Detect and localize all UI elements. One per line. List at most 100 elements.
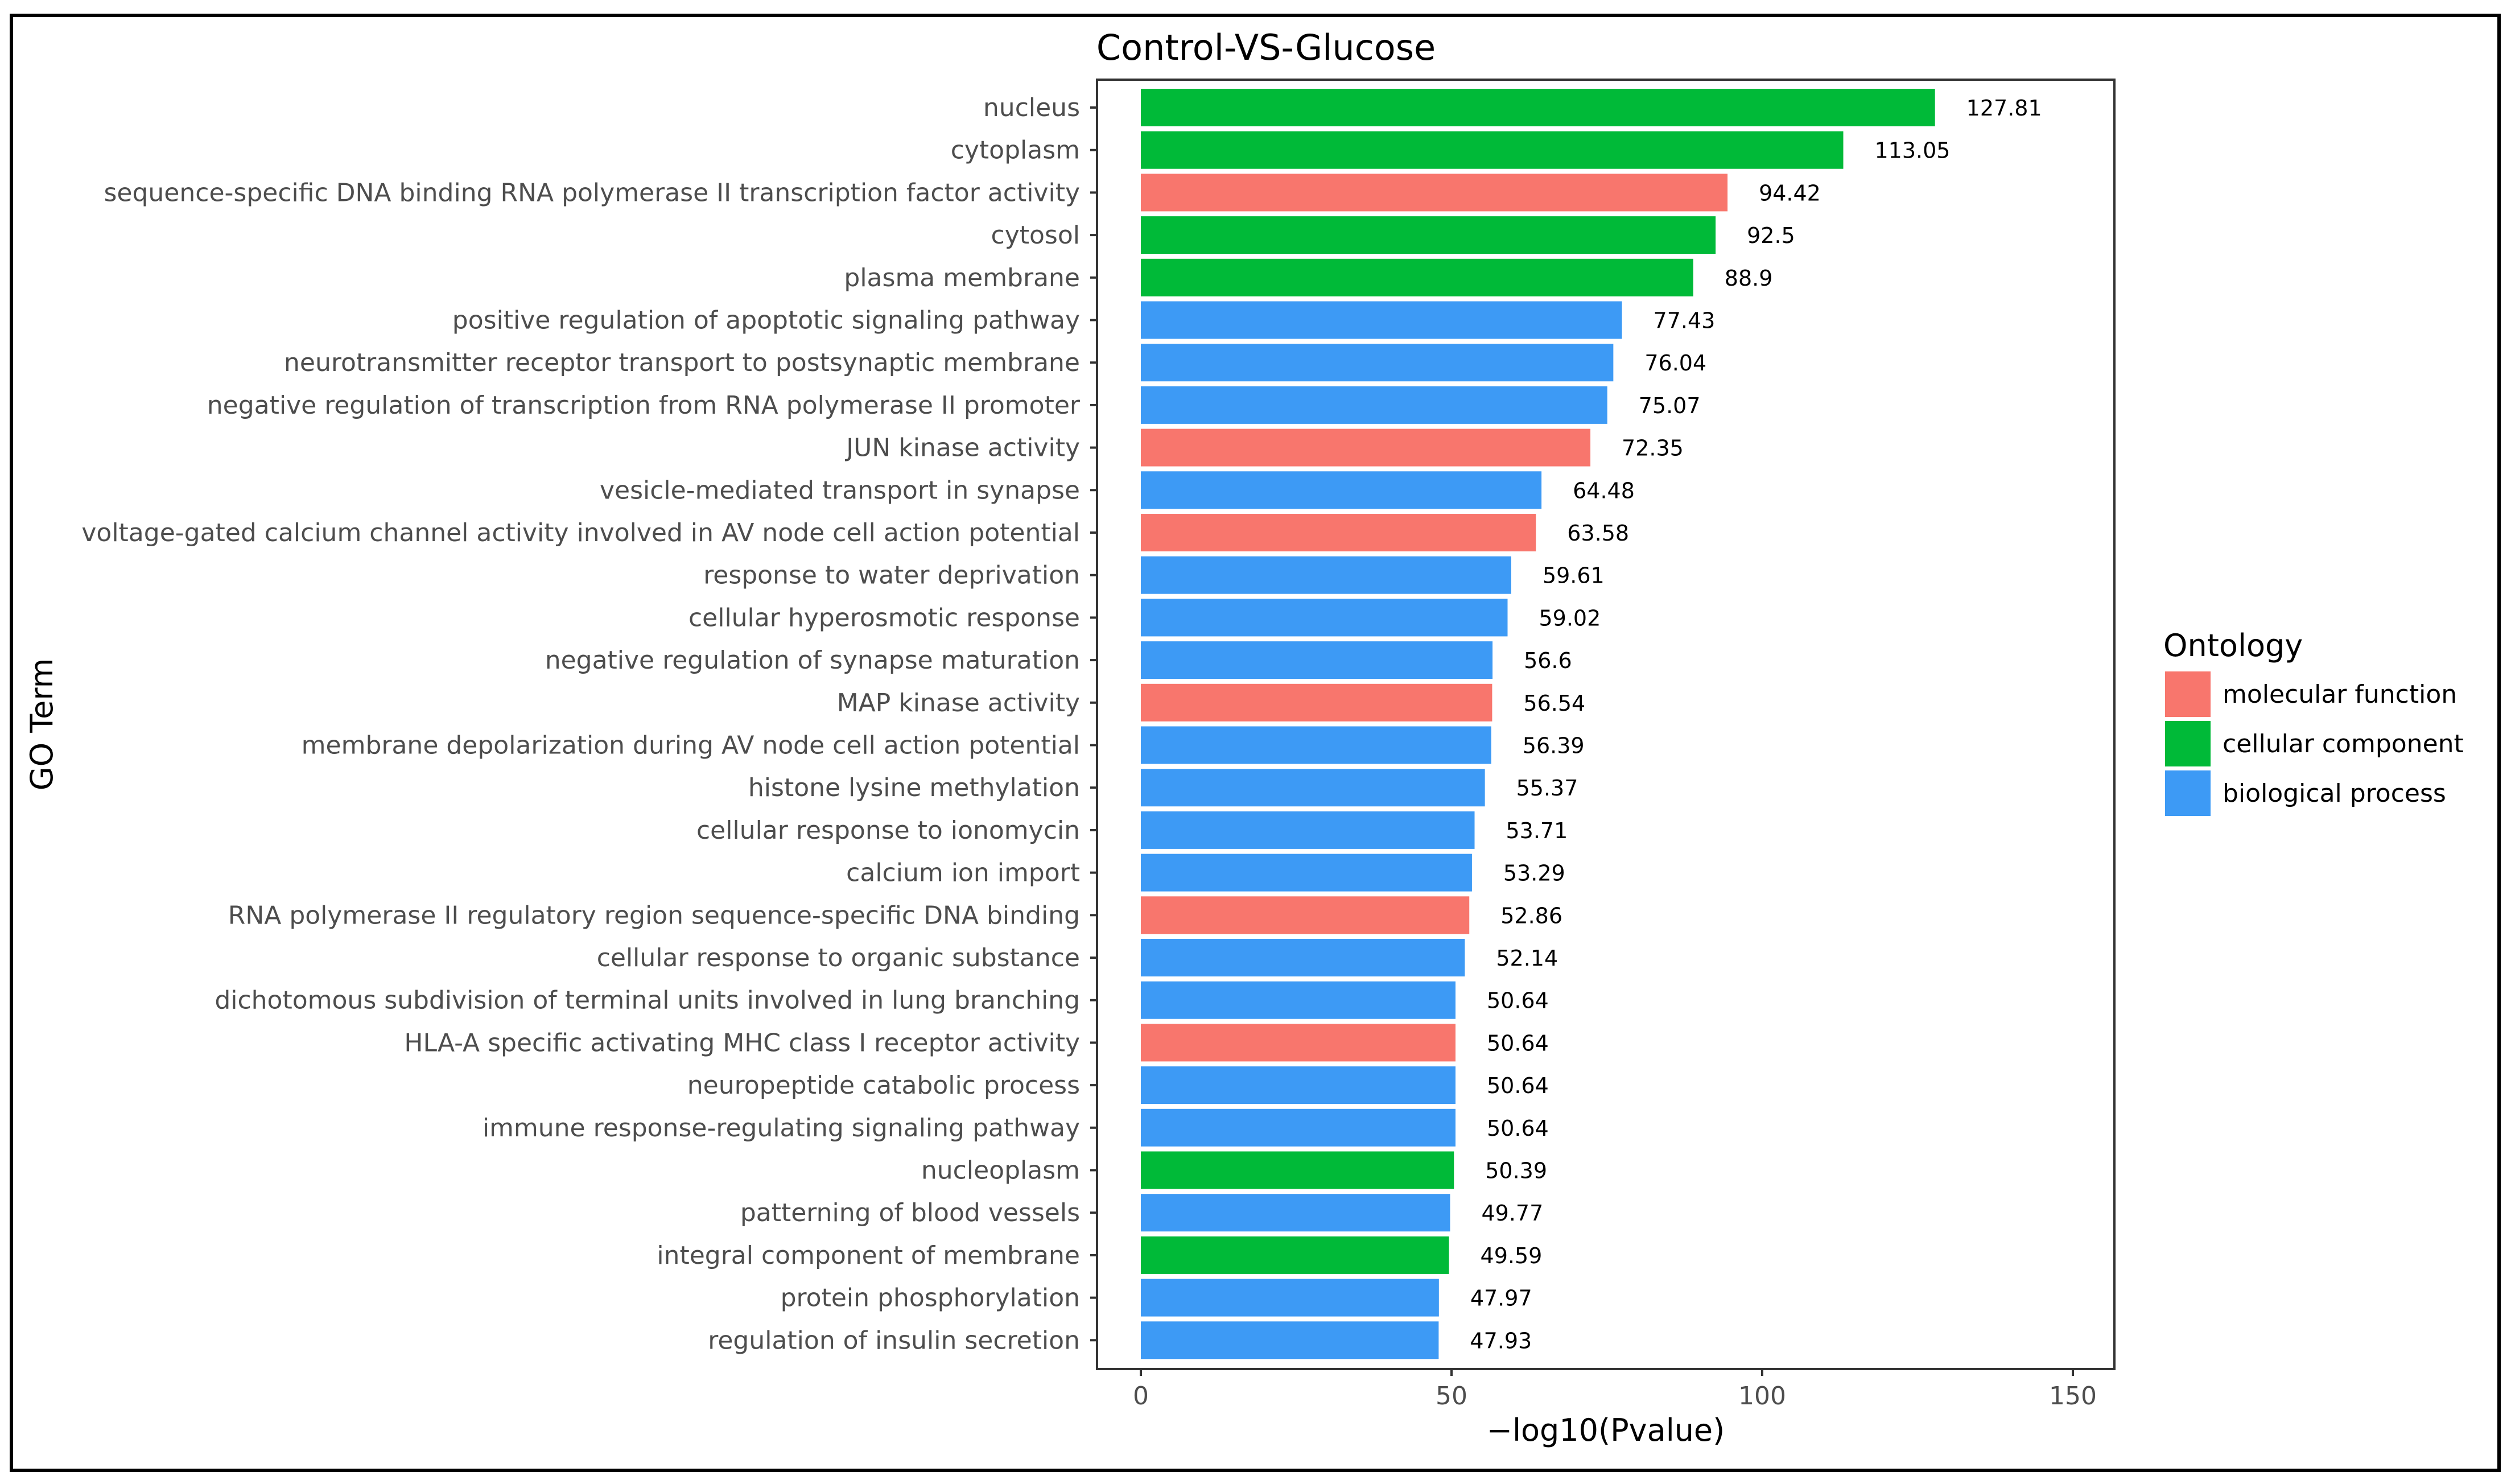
value-label: 59.61 <box>1543 563 1605 588</box>
value-label: 63.58 <box>1567 521 1629 546</box>
value-label: 49.77 <box>1481 1201 1543 1226</box>
bar <box>1141 1066 1456 1104</box>
bar <box>1141 386 1607 424</box>
chart-title: Control-VS-Glucose <box>1096 27 1436 68</box>
category-label: JUN kinase activity <box>844 434 1080 463</box>
category-label: negative regulation of transcription fro… <box>207 391 1081 420</box>
bar <box>1141 641 1493 679</box>
bar <box>1141 301 1622 339</box>
value-label: 88.9 <box>1725 266 1773 291</box>
category-label: integral component of membrane <box>657 1241 1080 1270</box>
value-label: 50.39 <box>1485 1159 1547 1184</box>
legend-entries: molecular function cellular component biol… <box>2165 671 2464 816</box>
value-label: 113.05 <box>1875 138 1951 163</box>
bar <box>1141 1194 1450 1232</box>
category-label: cytosol <box>991 221 1080 250</box>
category-label: negative regulation of synapse maturatio… <box>545 646 1080 675</box>
x-tick-label: 0 <box>1133 1382 1149 1411</box>
bar <box>1141 89 1935 126</box>
bar <box>1141 1151 1454 1189</box>
value-label: 64.48 <box>1573 478 1635 503</box>
value-label: 50.64 <box>1487 1030 1549 1056</box>
bar <box>1141 1321 1439 1359</box>
value-label: 56.6 <box>1524 648 1572 673</box>
category-label: plasma membrane <box>844 263 1080 292</box>
bar <box>1141 131 1844 169</box>
bar <box>1141 599 1508 637</box>
category-label: cellular hyperosmotic response <box>688 603 1080 632</box>
value-labels: 127.81 113.05 94.42 92.5 88.9 77.43 76.04 75.07… <box>1470 96 2042 1353</box>
bar <box>1141 428 1591 467</box>
category-label: nucleoplasm <box>921 1156 1080 1185</box>
value-label: 47.93 <box>1470 1328 1532 1353</box>
bar <box>1141 216 1716 254</box>
value-label: 59.02 <box>1539 605 1601 630</box>
bar <box>1141 514 1536 551</box>
bar <box>1141 1108 1456 1147</box>
value-label: 53.29 <box>1503 861 1565 886</box>
value-label: 52.86 <box>1500 903 1562 928</box>
category-label: positive regulation of apoptotic signali… <box>452 306 1080 335</box>
bar <box>1141 939 1465 976</box>
value-label: 75.07 <box>1639 393 1701 418</box>
category-label: cellular response to ionomycin <box>696 816 1080 845</box>
bar <box>1141 896 1470 934</box>
bar <box>1141 471 1542 509</box>
category-label: vesicle-mediated transport in synapse <box>600 476 1080 505</box>
bar <box>1141 174 1728 212</box>
value-label: 56.54 <box>1523 691 1585 716</box>
value-label: 47.97 <box>1470 1286 1532 1311</box>
bar <box>1141 726 1491 764</box>
value-label: 50.64 <box>1487 988 1549 1013</box>
category-label: histone lysine methylation <box>748 773 1080 802</box>
category-label: neuropeptide catabolic process <box>687 1071 1080 1100</box>
bar <box>1141 1236 1449 1274</box>
category-label: sequence-specific DNA binding RNA polyme… <box>104 178 1080 207</box>
value-label: 50.64 <box>1487 1116 1549 1141</box>
bar <box>1141 854 1472 892</box>
legend-swatch <box>2165 671 2211 717</box>
category-label: HLA-A specific activating MHC class I re… <box>404 1028 1080 1057</box>
value-label: 53.71 <box>1506 818 1568 843</box>
bar <box>1141 811 1475 849</box>
value-label: 56.39 <box>1523 733 1585 759</box>
bar <box>1141 683 1492 722</box>
category-label: cytoplasm <box>951 136 1080 165</box>
category-label: MAP kinase activity <box>837 689 1080 718</box>
value-label: 77.43 <box>1654 308 1716 333</box>
bar <box>1141 556 1511 594</box>
bar <box>1141 344 1614 382</box>
category-label: nucleus <box>983 93 1080 122</box>
x-tick-label: 100 <box>1738 1382 1786 1411</box>
category-label: regulation of insulin secretion <box>708 1326 1080 1355</box>
legend-swatch <box>2165 770 2211 816</box>
figure-border <box>10 14 2501 1472</box>
value-label: 49.59 <box>1481 1243 1543 1268</box>
category-label: protein phosphorylation <box>781 1284 1080 1313</box>
category-label: immune response-regulating signaling pat… <box>483 1114 1080 1143</box>
legend: Ontology molecular function cellular comp… <box>2163 628 2464 816</box>
category-label: calcium ion import <box>846 859 1080 888</box>
category-label: RNA polymerase II regulatory region sequ… <box>228 901 1080 930</box>
value-label: 76.04 <box>1644 351 1706 376</box>
x-tick-label: 50 <box>1436 1382 1467 1411</box>
legend-label: cellular component <box>2223 729 2464 759</box>
category-label: cellular response to organic substance <box>597 943 1080 972</box>
bar <box>1141 1024 1456 1062</box>
x-tick-label: 150 <box>2049 1382 2097 1411</box>
bars-layer <box>1141 89 1935 1359</box>
value-label: 55.37 <box>1516 776 1578 801</box>
category-label: dichotomous subdivision of terminal unit… <box>215 986 1080 1015</box>
legend-swatch <box>2165 721 2211 766</box>
category-label: voltage-gated calcium channel activity i… <box>81 518 1080 547</box>
value-label: 72.35 <box>1622 436 1684 461</box>
x-axis-title: −log10(Pvalue) <box>1487 1412 1725 1448</box>
category-labels: nucleus cytoplasm sequence-specific DNA bi… <box>81 93 1097 1355</box>
category-label: patterning of blood vessels <box>740 1198 1080 1227</box>
bar <box>1141 1279 1439 1317</box>
x-axis: 0 50 100 150 <box>1133 1369 2097 1411</box>
legend-label: biological process <box>2223 779 2446 808</box>
category-label: membrane depolarization during AV node c… <box>302 731 1080 760</box>
bar <box>1141 258 1693 296</box>
